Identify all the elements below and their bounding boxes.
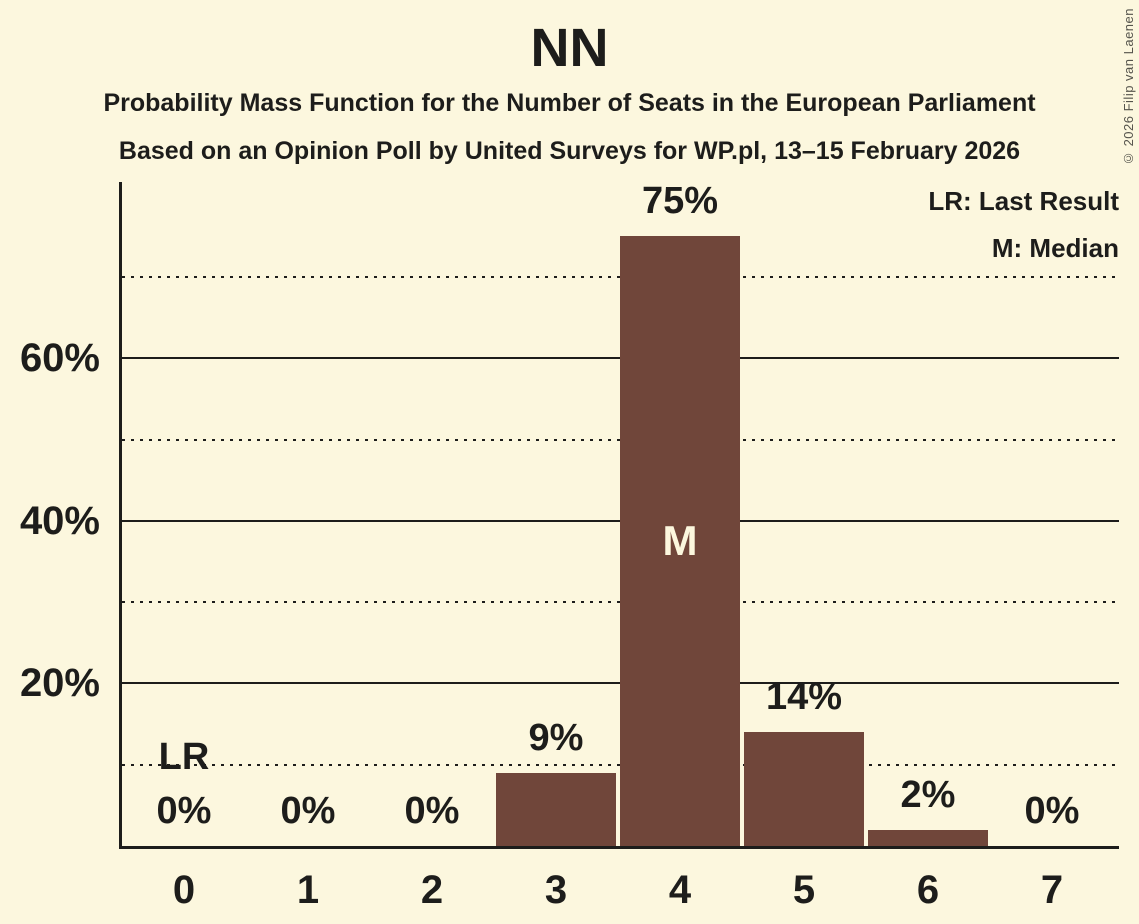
legend-median: M: Median — [991, 233, 1119, 263]
x-tick-4: 4 — [668, 868, 692, 912]
x-tick-2: 2 — [420, 868, 444, 912]
y-tick-60%: 60% — [19, 336, 100, 381]
y-tick-20%: 20% — [19, 661, 100, 706]
x-tick-5: 5 — [792, 868, 816, 912]
chart-title: NN — [530, 18, 609, 78]
copyright-notice: © 2026 Filip van Laenen — [1121, 8, 1136, 167]
last-result-marker: LR — [158, 736, 210, 778]
x-tick-7: 7 — [1040, 868, 1064, 912]
value-label-seats-5: 14% — [765, 676, 843, 719]
value-label-seats-3: 9% — [528, 716, 584, 759]
value-label-seats-6: 2% — [900, 773, 956, 816]
value-label-seats-4: 75% — [641, 180, 719, 223]
value-label-seats-1: 0% — [280, 790, 336, 832]
x-tick-0: 0 — [172, 868, 196, 912]
x-tick-6: 6 — [916, 868, 940, 912]
bar-seats-4: M — [620, 236, 740, 846]
x-tick-3: 3 — [544, 868, 568, 912]
value-label-seats-0: 0% — [156, 790, 212, 832]
median-marker: M — [662, 517, 698, 565]
value-label-seats-2: 0% — [404, 790, 460, 832]
y-tick-40%: 40% — [19, 498, 100, 543]
bar-seats-6 — [868, 829, 988, 846]
plot-area: 0% LR 0% 0% 9% M 75% 14% 2% 0% — [119, 180, 1119, 849]
value-label-seats-7: 0% — [1024, 790, 1080, 832]
chart-subtitle: Probability Mass Function for the Number… — [103, 89, 1036, 117]
chart-poll-source: Based on an Opinion Poll by United Surve… — [118, 137, 1021, 165]
x-tick-1: 1 — [296, 868, 320, 912]
chart-legend: LR: Last Result M: Median — [928, 178, 1119, 272]
legend-last-result: LR: Last Result — [928, 186, 1119, 216]
bar-seats-3 — [496, 772, 616, 846]
bar-seats-5 — [744, 732, 864, 846]
